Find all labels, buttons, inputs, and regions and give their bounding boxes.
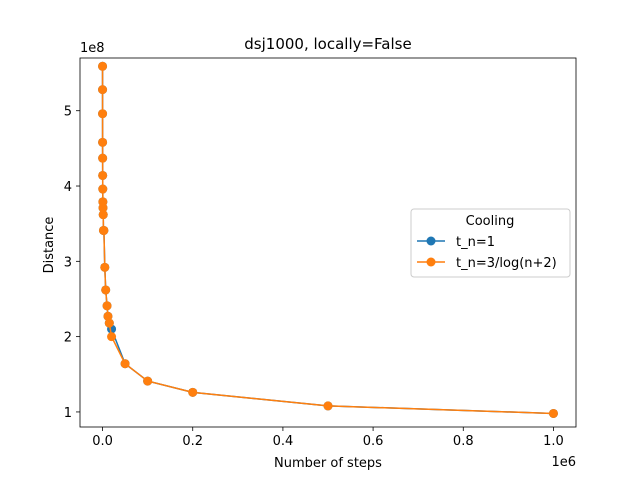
data-point [98,137,108,147]
legend-entry-2: t_n=3/log(n+2) [417,256,557,271]
data-point [98,210,108,220]
legend-marker-2 [426,257,436,267]
y-axis-label: Distance [42,217,57,274]
data-point [120,359,130,369]
data-point [143,376,153,386]
data-point [98,61,108,71]
plot-area [98,61,558,418]
legend-title: Cooling [466,214,515,229]
x-tick-label: 0.6 [363,434,384,449]
data-point [98,85,108,95]
data-point [188,387,198,397]
data-point [548,408,558,418]
data-point [102,301,112,311]
legend-label-2: t_n=3/log(n+2) [456,256,557,271]
axes-frame [79,57,577,428]
data-point [101,285,111,295]
series-2 [98,61,558,418]
legend-box [410,208,571,278]
x-tick-label: 0.4 [273,434,294,449]
data-point [98,170,108,180]
axis-ticks: 0.0 0.2 0.4 0.6 0.8 1.0 1 2 3 4 5 [64,105,564,449]
x-offset-text: 1e6 [551,455,576,470]
legend-label-1: t_n=1 [456,235,495,250]
y-tick-label: 2 [64,331,72,346]
data-point [107,332,117,342]
x-tick-label: 0.8 [453,434,474,449]
data-point [103,311,113,321]
x-axis-label: Number of steps [274,456,382,471]
y-tick-label: 5 [64,105,72,120]
data-point [98,109,108,119]
y-tick-label: 4 [64,180,72,195]
legend: Cooling t_n=1 t_n=3/log(n+2) [410,208,571,278]
chart-title: dsj1000, locally=False [244,35,411,53]
x-tick-label: 1.0 [543,434,564,449]
y-tick-label: 3 [64,255,72,270]
data-point [100,262,110,272]
data-point [98,153,108,163]
data-point [99,225,109,235]
data-point [323,401,333,411]
data-point [98,184,108,194]
y-offset-text: 1e8 [80,41,105,56]
data-point [104,318,114,328]
x-tick-label: 0.2 [182,434,203,449]
x-tick-label: 0.0 [92,434,113,449]
y-tick-label: 1 [64,406,72,421]
legend-entry-1: t_n=1 [417,235,495,250]
data-point [98,203,108,213]
legend-marker-1 [426,236,436,246]
